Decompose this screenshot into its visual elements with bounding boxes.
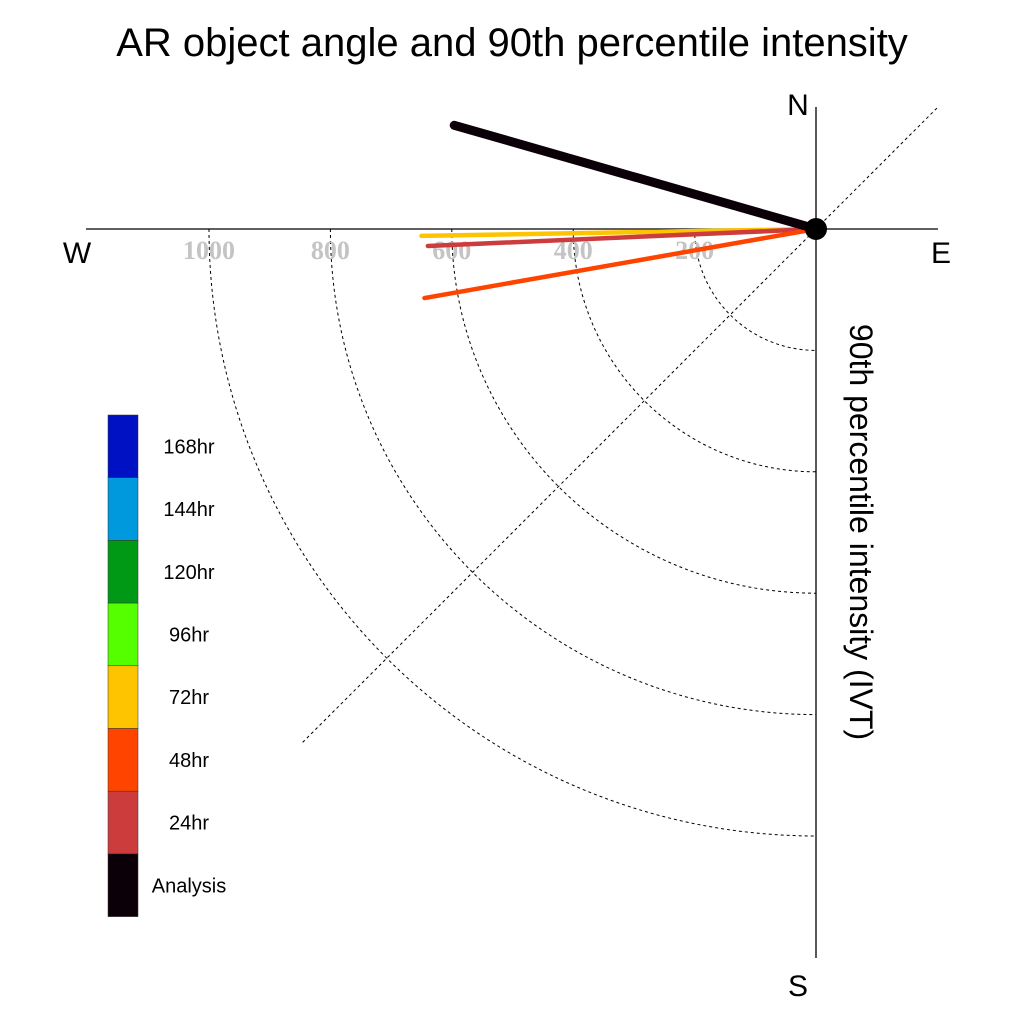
polar-grid xyxy=(208,106,939,837)
legend-swatch xyxy=(107,853,139,917)
compass-west: W xyxy=(63,237,92,270)
vector-24hr xyxy=(425,226,819,249)
legend-swatch xyxy=(107,602,139,667)
legend-swatch xyxy=(107,540,139,604)
legend-label: 168hr xyxy=(163,436,214,458)
grid-ring-600 xyxy=(451,228,817,594)
y-axis-label: 90th percentile intensity (IVT) xyxy=(843,324,879,740)
compass-east: E xyxy=(931,237,951,270)
chart-title: AR object angle and 90th percentile inte… xyxy=(116,21,908,65)
grid-ring-400 xyxy=(572,228,817,473)
legend-swatch xyxy=(107,665,139,729)
legend-label: 48hr xyxy=(169,750,209,772)
legend-swatch xyxy=(107,728,139,792)
origin-dot xyxy=(805,218,827,240)
legend: 168hr 144hr 120hr 96hr 72hr 48hr 24hr Analysis xyxy=(107,414,226,917)
legend-label: Analysis xyxy=(152,875,226,897)
diagonal-gridline xyxy=(302,106,939,743)
grid-ring-200 xyxy=(694,228,817,351)
compass-south: S xyxy=(788,970,808,1003)
vector-analysis xyxy=(449,120,821,234)
grid-ring-800 xyxy=(329,228,817,716)
vector-48hr xyxy=(422,226,819,301)
radius-tick-label: 600 xyxy=(432,236,471,265)
legend-label: 120hr xyxy=(163,562,214,584)
legend-label: 24hr xyxy=(169,813,209,835)
radius-tick-label: 1000 xyxy=(183,236,235,265)
legend-swatch xyxy=(107,790,139,855)
grid-ring-1000 xyxy=(208,228,817,837)
legend-swatch xyxy=(107,477,139,541)
legend-label: 96hr xyxy=(169,624,209,646)
legend-label: 72hr xyxy=(169,687,209,709)
intensity-vectors xyxy=(419,120,821,301)
legend-swatch xyxy=(107,414,139,478)
compass-north: N xyxy=(787,89,809,122)
radius-tick-label: 800 xyxy=(311,236,350,265)
legend-label: 144hr xyxy=(163,499,214,521)
